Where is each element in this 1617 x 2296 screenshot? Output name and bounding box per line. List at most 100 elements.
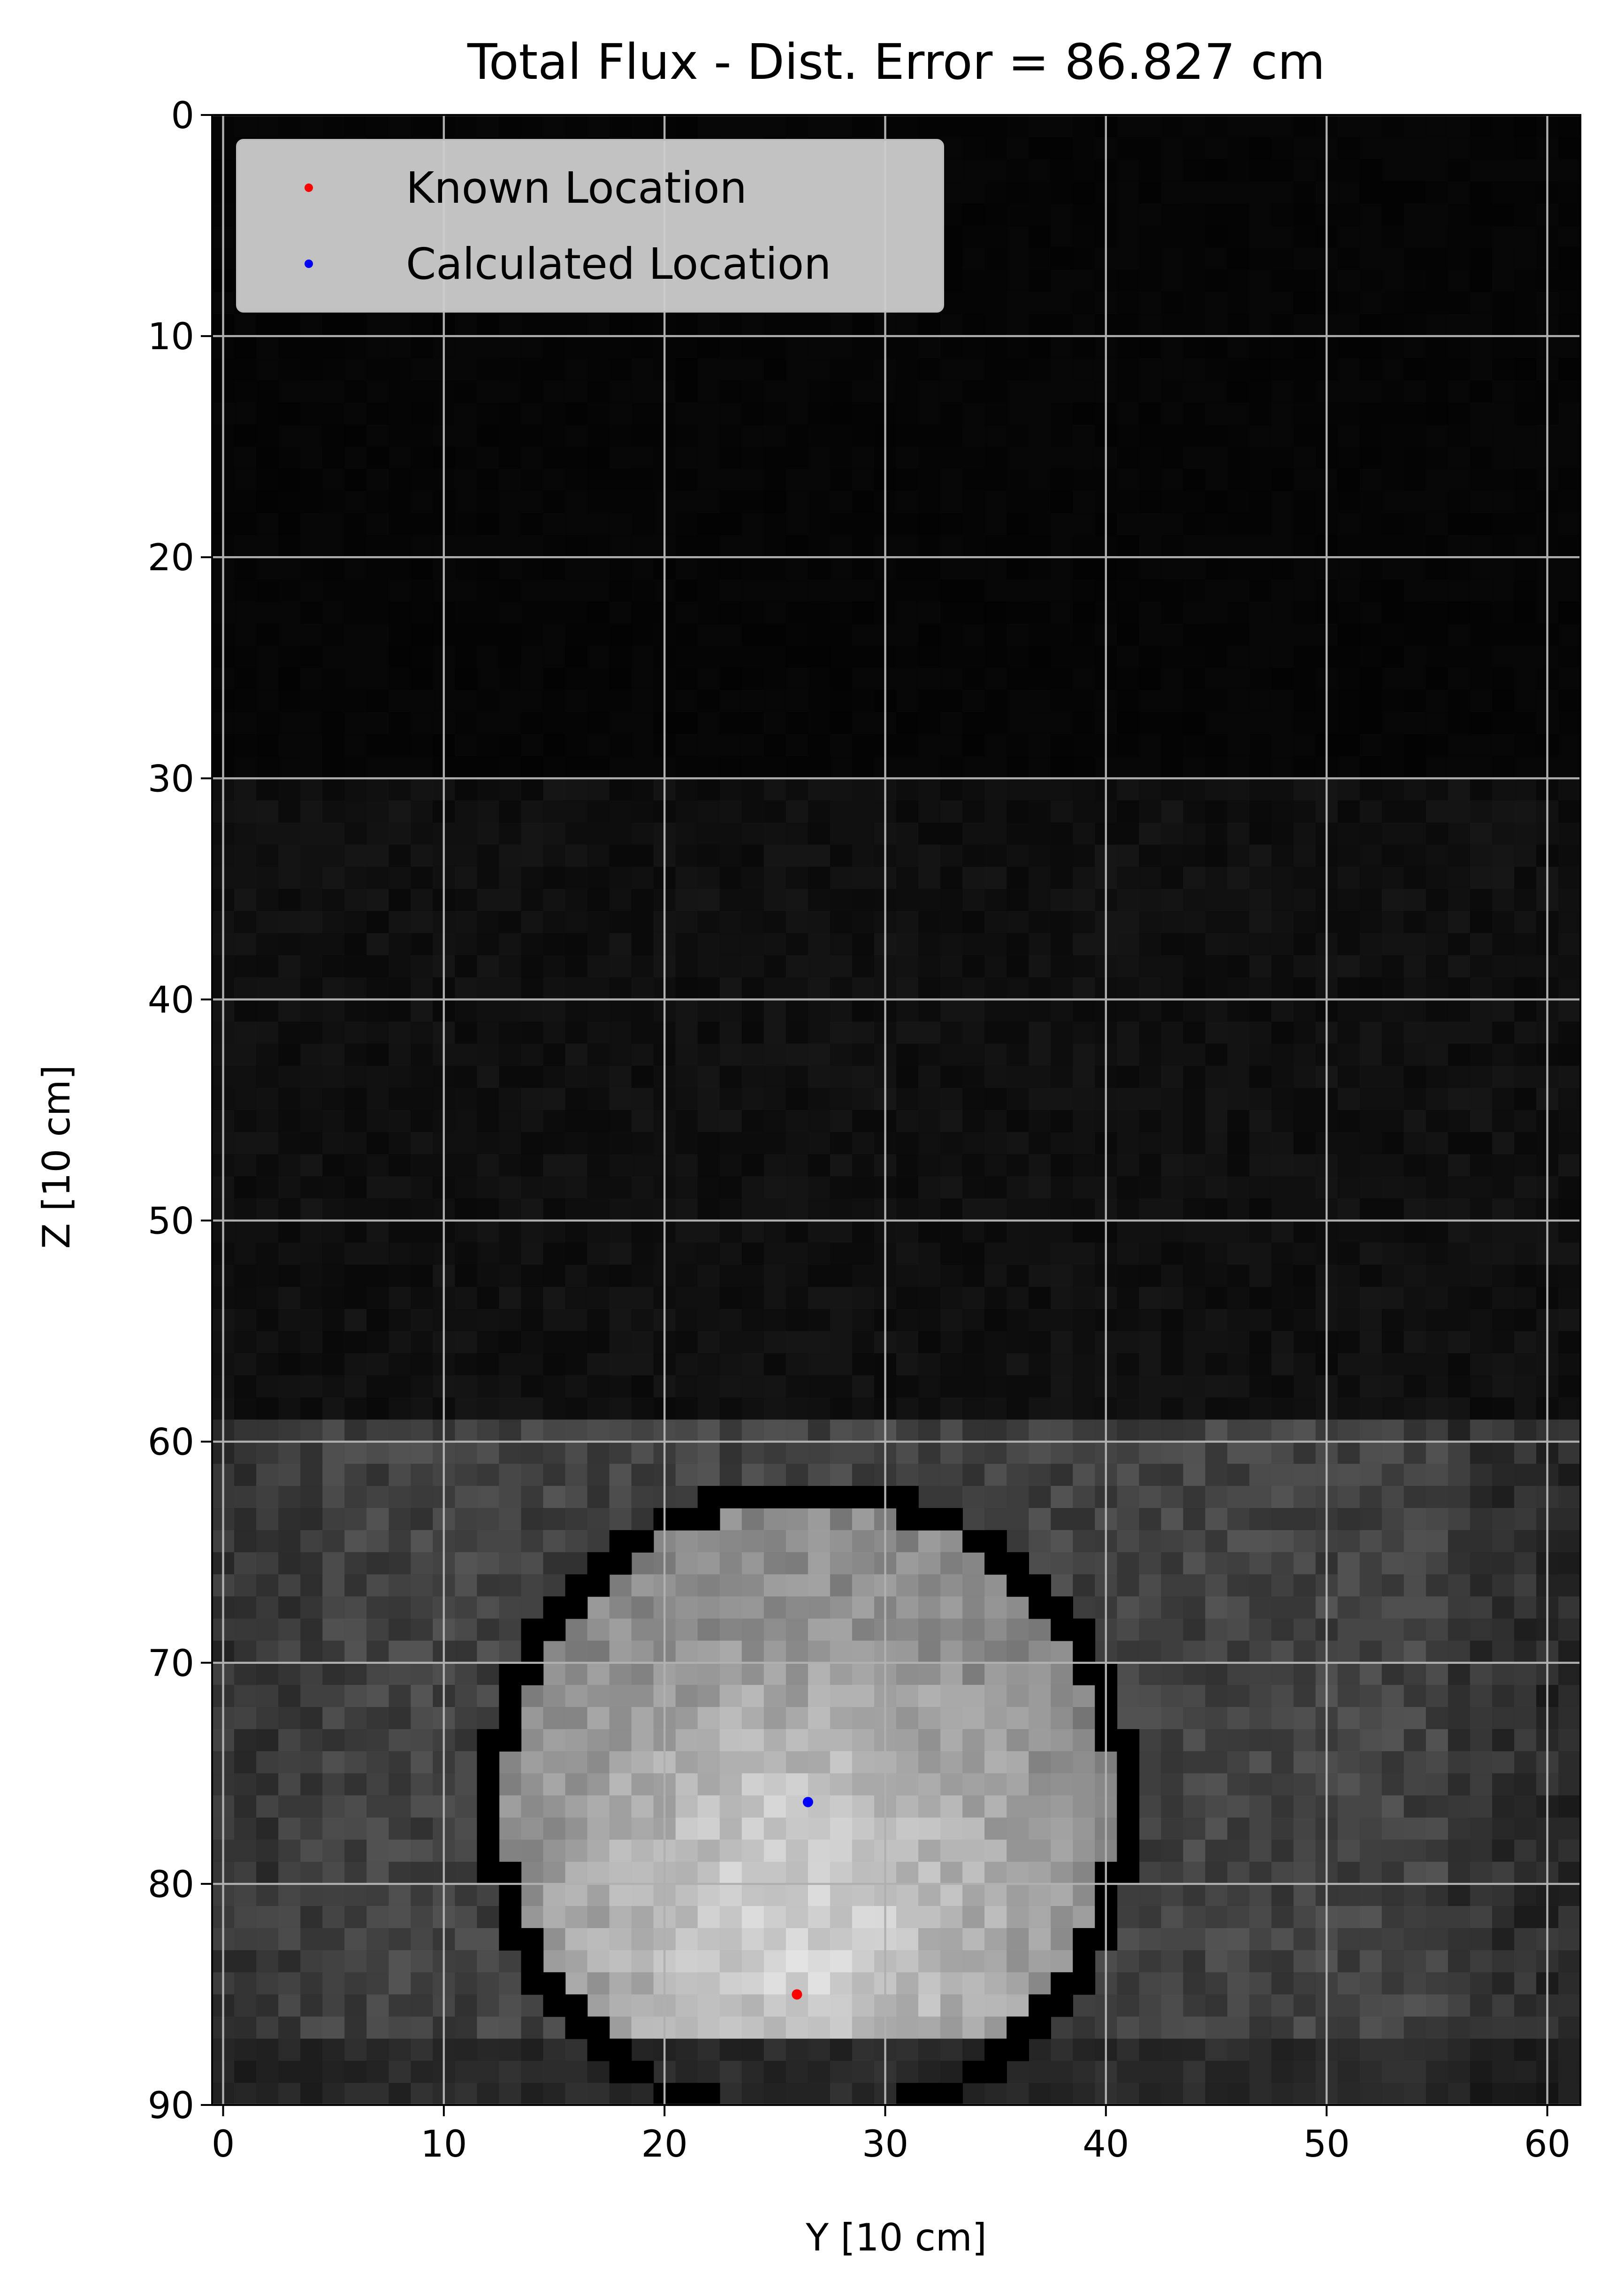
heatmap-cell bbox=[697, 1132, 720, 1155]
heatmap-cell bbox=[940, 402, 963, 425]
heatmap-cell bbox=[741, 667, 764, 690]
heatmap-cell bbox=[389, 1729, 412, 1752]
heatmap-cell bbox=[1359, 1375, 1382, 1398]
heatmap-cell bbox=[1359, 1353, 1382, 1376]
heatmap-cell bbox=[1426, 977, 1449, 1000]
heatmap-cell bbox=[1117, 999, 1140, 1022]
heatmap-cell bbox=[1448, 1817, 1471, 1840]
heatmap-cell bbox=[1117, 1331, 1140, 1354]
heatmap-cell bbox=[1359, 623, 1382, 646]
heatmap-cell bbox=[565, 1773, 588, 1796]
heatmap-cell bbox=[1558, 911, 1581, 934]
heatmap-cell bbox=[1293, 1264, 1316, 1287]
heatmap-cell bbox=[565, 1419, 588, 1442]
heatmap-cell bbox=[1359, 579, 1382, 602]
heatmap-cell bbox=[1470, 1110, 1493, 1133]
heatmap-cell bbox=[918, 380, 941, 403]
heatmap-cell bbox=[587, 1640, 610, 1663]
heatmap-cell bbox=[1359, 1419, 1382, 1442]
heatmap-cell bbox=[587, 623, 610, 646]
heatmap-cell bbox=[1403, 1198, 1426, 1221]
heatmap-cell bbox=[741, 977, 764, 1000]
heatmap-cell bbox=[1448, 1662, 1471, 1685]
heatmap-cell bbox=[344, 1375, 367, 1398]
heatmap-cell bbox=[1514, 1176, 1537, 1199]
heatmap-cell bbox=[1205, 1110, 1228, 1133]
heatmap-cell bbox=[830, 1508, 853, 1531]
heatmap-cell bbox=[940, 1331, 963, 1354]
heatmap-cell bbox=[1227, 933, 1250, 956]
heatmap-cell bbox=[499, 358, 522, 381]
heatmap-cell bbox=[521, 778, 544, 801]
heatmap-cell bbox=[786, 999, 808, 1022]
heatmap-cell bbox=[1359, 1397, 1382, 1420]
heatmap-cell bbox=[1470, 557, 1493, 580]
heatmap-cell bbox=[1029, 1242, 1051, 1265]
heatmap-cell bbox=[1073, 1331, 1096, 1354]
heatmap-cell bbox=[1051, 1176, 1073, 1199]
heatmap-cell bbox=[1558, 1751, 1581, 1774]
heatmap-cell bbox=[1403, 535, 1426, 558]
heatmap-cell bbox=[411, 1883, 434, 1906]
heatmap-cell bbox=[256, 1441, 279, 1464]
heatmap-cell bbox=[565, 358, 588, 381]
heatmap-cell bbox=[322, 1463, 345, 1486]
heatmap-cell bbox=[499, 557, 522, 580]
heatmap-cell bbox=[1470, 1264, 1493, 1287]
heatmap-cell bbox=[631, 955, 654, 978]
heatmap-cell bbox=[852, 1397, 875, 1420]
heatmap-cell bbox=[1448, 1065, 1471, 1088]
heatmap-cell bbox=[1426, 1397, 1449, 1420]
heatmap-cell bbox=[543, 977, 566, 1000]
heatmap-cell bbox=[1293, 1508, 1316, 1531]
heatmap-cell bbox=[278, 623, 301, 646]
heatmap-cell bbox=[1381, 1087, 1404, 1110]
heatmap-cell bbox=[852, 1839, 875, 1862]
heatmap-cell bbox=[344, 955, 367, 978]
heatmap-cell bbox=[1161, 1419, 1184, 1442]
heatmap-cell bbox=[1492, 225, 1515, 248]
heatmap-cell bbox=[587, 1883, 610, 1906]
heatmap-cell bbox=[719, 1684, 742, 1707]
heatmap-cell bbox=[366, 645, 389, 668]
heatmap-cell bbox=[256, 1309, 279, 1332]
heatmap-cell bbox=[1448, 667, 1471, 690]
heatmap-cell bbox=[719, 1530, 742, 1553]
heatmap-cell bbox=[1161, 601, 1184, 624]
heatmap-cell bbox=[1381, 203, 1404, 226]
heatmap-cell bbox=[984, 380, 1007, 403]
heatmap-cell bbox=[918, 1309, 941, 1332]
heatmap-cell bbox=[1051, 623, 1073, 646]
heatmap-cell bbox=[609, 1065, 632, 1088]
heatmap-cell bbox=[521, 1110, 544, 1133]
heatmap-cell bbox=[1514, 1110, 1537, 1133]
heatmap-cell bbox=[1205, 1485, 1228, 1508]
heatmap-cell bbox=[455, 446, 478, 469]
heatmap-cell bbox=[830, 1132, 853, 1155]
heatmap-cell bbox=[1007, 1309, 1029, 1332]
heatmap-cell bbox=[896, 1729, 919, 1752]
heatmap-cell bbox=[1403, 402, 1426, 425]
heatmap-cell bbox=[741, 689, 764, 712]
heatmap-cell bbox=[1514, 579, 1537, 602]
heatmap-cell bbox=[1558, 225, 1581, 248]
heatmap-cell bbox=[1249, 712, 1272, 735]
heatmap-cell bbox=[1470, 1043, 1493, 1066]
heatmap-cell bbox=[1249, 1817, 1272, 1840]
heatmap-cell bbox=[344, 1707, 367, 1730]
heatmap-cell bbox=[675, 1552, 698, 1575]
heatmap-cell bbox=[852, 734, 875, 757]
heatmap-cell bbox=[808, 468, 831, 491]
heatmap-cell bbox=[1558, 1662, 1581, 1685]
heatmap-cell bbox=[1426, 601, 1449, 624]
heatmap-cell bbox=[896, 1662, 919, 1685]
heatmap-cell bbox=[300, 446, 323, 469]
heatmap-cell bbox=[1492, 1065, 1515, 1088]
heatmap-cell bbox=[1227, 1552, 1250, 1575]
heatmap-cell bbox=[1183, 557, 1206, 580]
heatmap-cell bbox=[1448, 1309, 1471, 1332]
heatmap-cell bbox=[918, 844, 941, 867]
heatmap-cell bbox=[389, 1596, 412, 1619]
heatmap-cell bbox=[741, 380, 764, 403]
heatmap-cell bbox=[1426, 402, 1449, 425]
